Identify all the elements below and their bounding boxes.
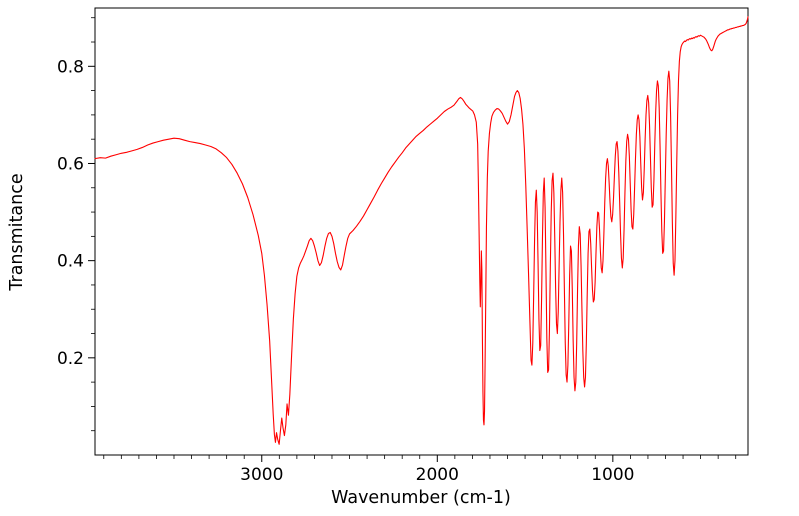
x-axis-label: Wavenumber (cm-1) (331, 488, 511, 508)
y-axis-label: Transmitance (7, 173, 27, 291)
x-tick-label: 1000 (591, 465, 634, 485)
y-tick-label: 0.2 (57, 349, 84, 369)
x-tick-label: 2000 (416, 465, 459, 485)
y-tick-label: 0.6 (57, 154, 84, 174)
spectrum-line (94, 16, 749, 445)
y-tick-label: 0.8 (57, 57, 84, 77)
chart-layer: 3000 2000 1000 0.2 0.4 0.6 0.8 (57, 7, 749, 485)
plot-frame (94, 7, 749, 456)
x-tick-label: 3000 (240, 465, 283, 485)
y-tick-label: 0.4 (57, 252, 84, 272)
